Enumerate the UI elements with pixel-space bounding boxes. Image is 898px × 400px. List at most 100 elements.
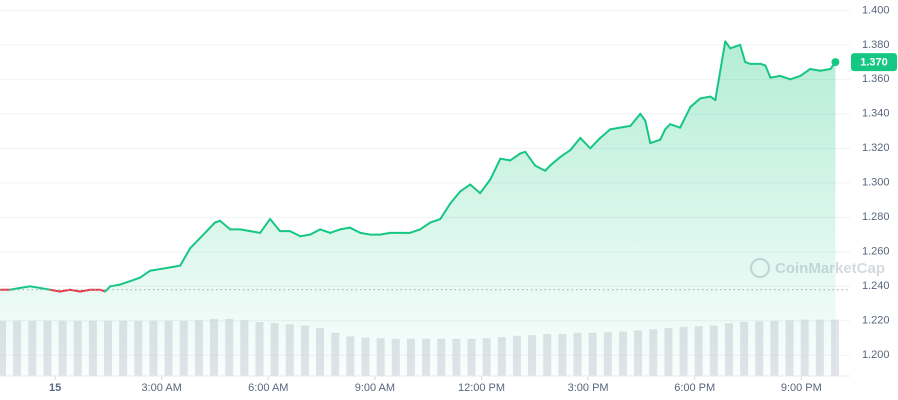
price-line xyxy=(664,123,672,131)
y-tick-label: 1.340 xyxy=(862,108,890,120)
x-tick-label: 3:00 PM xyxy=(568,382,609,394)
price-line xyxy=(659,128,667,141)
price-line xyxy=(509,152,522,162)
price-line xyxy=(49,288,62,293)
price-line xyxy=(359,231,372,236)
price-line xyxy=(349,226,362,234)
price-line xyxy=(429,218,442,224)
y-tick-label: 1.300 xyxy=(862,177,890,189)
price-line xyxy=(689,97,702,108)
price-line xyxy=(199,226,212,240)
price-line xyxy=(799,67,812,77)
price-line xyxy=(18,285,32,290)
price-line xyxy=(379,231,392,236)
price-line xyxy=(169,264,182,269)
price-line xyxy=(299,233,312,238)
x-tick-label: 6:00 AM xyxy=(248,382,288,394)
price-line xyxy=(109,283,122,288)
price-line xyxy=(549,155,562,167)
y-tick-label: 1.280 xyxy=(862,211,890,223)
price-line xyxy=(209,221,216,229)
price-line xyxy=(779,74,792,81)
price-line xyxy=(179,247,192,267)
price-line xyxy=(309,228,322,236)
y-tick-label: 1.360 xyxy=(862,73,890,85)
price-line xyxy=(119,280,132,286)
price-line xyxy=(629,112,642,127)
last-point xyxy=(831,58,840,67)
price-line xyxy=(329,228,342,234)
price-line xyxy=(599,128,612,139)
price-line xyxy=(479,178,492,195)
price-line xyxy=(699,95,712,100)
y-tick-label: 1.400 xyxy=(862,4,890,16)
price-line xyxy=(524,150,537,167)
price-line xyxy=(409,228,422,234)
price-line xyxy=(189,237,202,250)
price-line xyxy=(679,105,692,129)
y-tick-label: 1.240 xyxy=(862,280,890,292)
x-tick-label: 9:00 AM xyxy=(355,382,395,394)
y-tick-label: 1.220 xyxy=(862,315,890,327)
price-line xyxy=(339,226,352,231)
price-line xyxy=(439,202,452,221)
price-line xyxy=(489,157,502,181)
price-line xyxy=(104,285,112,293)
price-line xyxy=(159,266,172,271)
price-line xyxy=(544,164,552,172)
price-line xyxy=(809,67,822,72)
price-line xyxy=(729,43,742,50)
price-line xyxy=(78,288,92,293)
price-line xyxy=(769,74,782,79)
price-line xyxy=(764,64,772,79)
price-line xyxy=(218,219,232,231)
price-line xyxy=(669,123,682,129)
price-area xyxy=(0,41,836,376)
price-line xyxy=(29,285,42,290)
price-line xyxy=(649,138,662,145)
y-tick-label: 1.380 xyxy=(862,39,890,51)
price-line xyxy=(589,136,602,150)
price-tag-label: 1.370 xyxy=(860,56,888,68)
price-line xyxy=(269,218,282,233)
price-line xyxy=(534,164,547,172)
price-line xyxy=(288,230,302,238)
axis-layer: 1.200 1.220 1.240 1.260 1.280 1.300 1.320 1.340… xyxy=(0,4,897,394)
x-tick-label: 15 xyxy=(49,382,61,394)
line-layer xyxy=(0,40,840,293)
price-line xyxy=(569,136,582,152)
x-tick-label: 9:00 PM xyxy=(781,382,822,394)
price-line xyxy=(129,276,142,283)
price-line xyxy=(819,67,832,72)
y-tick-label: 1.260 xyxy=(862,246,890,258)
price-line xyxy=(419,221,432,231)
price-line xyxy=(139,269,151,279)
price-line xyxy=(459,183,472,193)
price-line xyxy=(8,287,21,291)
price-line xyxy=(148,268,162,272)
price-line xyxy=(259,218,272,234)
price-line xyxy=(449,190,462,205)
price-tag-box xyxy=(851,53,897,72)
price-line xyxy=(739,43,747,64)
price-line xyxy=(239,228,252,233)
price-line xyxy=(559,149,572,158)
x-tick-label: 3:00 AM xyxy=(142,382,182,394)
y-tick-label: 1.200 xyxy=(862,349,890,361)
price-line xyxy=(39,287,52,291)
price-line xyxy=(469,183,482,195)
price-line xyxy=(319,228,332,234)
price-line xyxy=(579,136,592,150)
price-line xyxy=(644,119,652,145)
x-tick-label: 6:00 PM xyxy=(674,382,715,394)
price-line xyxy=(639,112,647,122)
x-tick-label: 12:00 PM xyxy=(458,382,505,394)
area-layer xyxy=(0,41,836,376)
price-line xyxy=(609,126,622,131)
price-line xyxy=(69,288,81,293)
price-line xyxy=(499,157,512,162)
price-line xyxy=(714,40,727,102)
y-tick-label: 1.320 xyxy=(862,142,890,154)
